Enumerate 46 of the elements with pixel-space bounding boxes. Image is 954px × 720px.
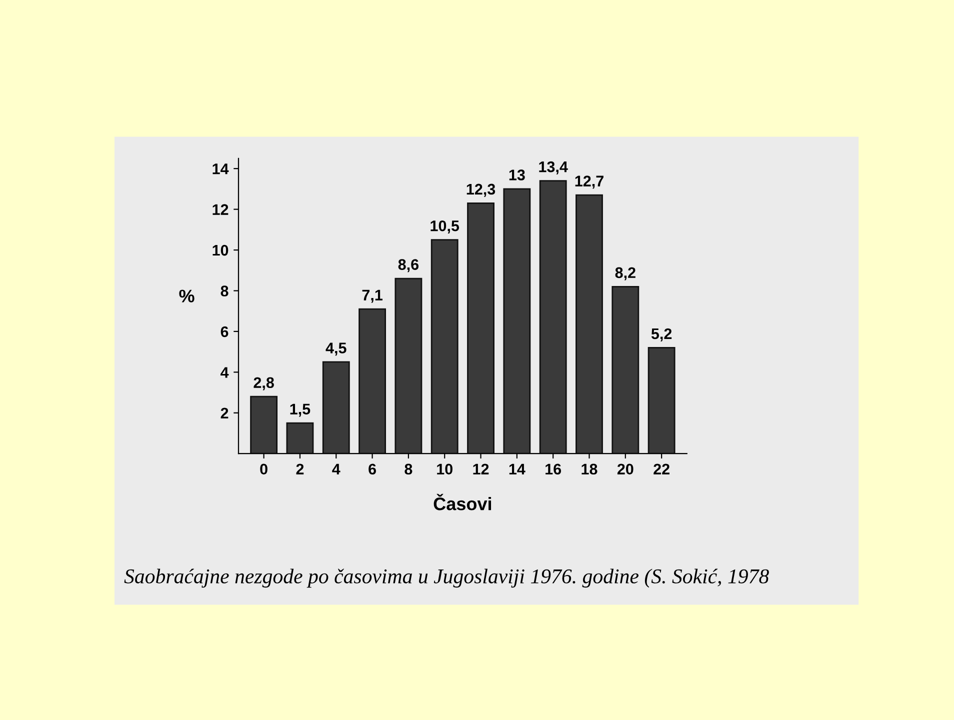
x-tick-label: 22	[654, 464, 670, 474]
x-tick-label: 12	[473, 464, 489, 474]
bar	[648, 347, 676, 454]
data-label: 5,2	[651, 328, 672, 342]
bar	[358, 308, 386, 454]
data-label: 1,5	[290, 404, 310, 417]
y-tick-label: 6	[220, 326, 228, 338]
data-label: 2,8	[254, 377, 274, 390]
x-tick-label: 8	[404, 464, 412, 475]
data-label: 12,3	[466, 184, 496, 197]
data-label: 13	[509, 170, 525, 180]
x-tick-label: 2	[296, 464, 304, 474]
x-tick-label: 10	[437, 464, 452, 475]
y-tick-label: 14	[212, 164, 229, 174]
bar	[394, 278, 422, 454]
y-tick-label: 8	[220, 286, 228, 296]
y-tick-label: 10	[212, 244, 228, 256]
bar	[286, 422, 314, 454]
y-tick-label: 4	[220, 367, 229, 378]
data-label: 8,6	[398, 259, 419, 272]
bar	[322, 361, 350, 454]
x-tick-label: 20	[617, 464, 634, 475]
y-tick-label: 2	[220, 408, 228, 418]
bar	[576, 194, 603, 454]
bar	[539, 180, 567, 454]
data-label: 4,5	[326, 342, 346, 356]
x-tick-label: 6	[368, 464, 376, 475]
data-label: 10,5	[430, 220, 460, 234]
x-tick-label: 16	[546, 464, 562, 475]
bar	[612, 286, 640, 454]
data-label: 13,4	[539, 161, 568, 174]
y-tick-label: 12	[212, 204, 228, 215]
bar	[430, 239, 458, 454]
x-axis-title: Časovi	[434, 494, 492, 510]
bar	[467, 202, 494, 454]
bar	[250, 396, 278, 454]
data-label: 8,2	[615, 267, 636, 280]
text: Saobraćajne nezgode po časovima u Jugoslaviji 1976. godine (S. Sokić, 1978	[124, 568, 769, 588]
x-tick-label: 18	[582, 464, 598, 475]
bar	[503, 188, 531, 454]
y-axis-title: %	[179, 290, 194, 302]
x-tick-label: 14	[509, 464, 526, 474]
x-tick-label: 0	[260, 464, 268, 475]
data-label: 7,1	[362, 290, 382, 303]
x-tick-label: 4	[332, 464, 340, 474]
data-label: 12,7	[575, 176, 604, 189]
